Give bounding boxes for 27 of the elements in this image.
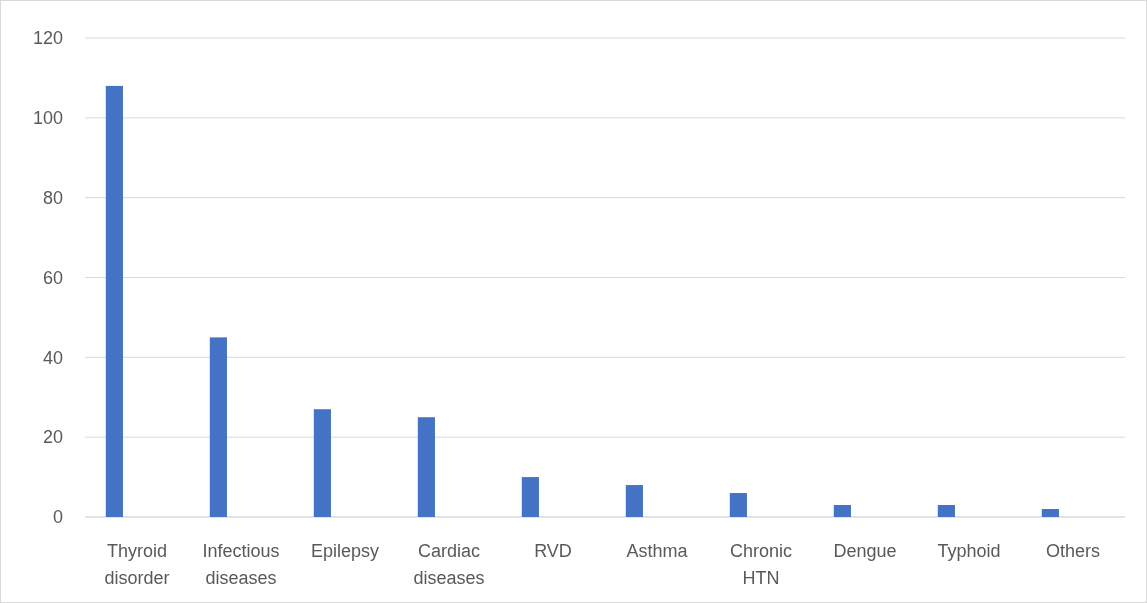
bar [1041, 509, 1059, 517]
y-tick-label: 20 [42, 427, 63, 448]
y-tick-label: 80 [42, 187, 63, 208]
bar [417, 417, 435, 517]
x-tick-label: RVD [534, 541, 572, 561]
bar [209, 337, 227, 517]
bar [833, 505, 851, 517]
x-tick-label: Asthma [626, 541, 689, 561]
x-tick-label: Others [1045, 541, 1101, 561]
y-tick-label: 100 [32, 108, 63, 129]
bar [729, 493, 747, 517]
bar [625, 485, 643, 517]
y-tick-label: 0 [52, 507, 63, 528]
y-tick-label: 120 [32, 28, 63, 49]
x-tick-label: Epilepsy [310, 541, 380, 561]
bar [105, 85, 123, 517]
x-tick-label: Dengue [833, 541, 897, 561]
bar [313, 409, 331, 517]
bar [937, 505, 955, 517]
x-tick-label: Thyroid disorder [104, 541, 170, 588]
x-tick-label: Infectious diseases [202, 541, 280, 588]
y-tick-label: 40 [42, 347, 63, 368]
y-tick-label: 60 [42, 267, 63, 288]
x-tick-label: Cardiac diseases [413, 541, 485, 588]
bar [521, 477, 539, 517]
x-tick-label: Typhoid [937, 541, 1001, 561]
x-tick-label: Chronic HTN [729, 541, 793, 588]
